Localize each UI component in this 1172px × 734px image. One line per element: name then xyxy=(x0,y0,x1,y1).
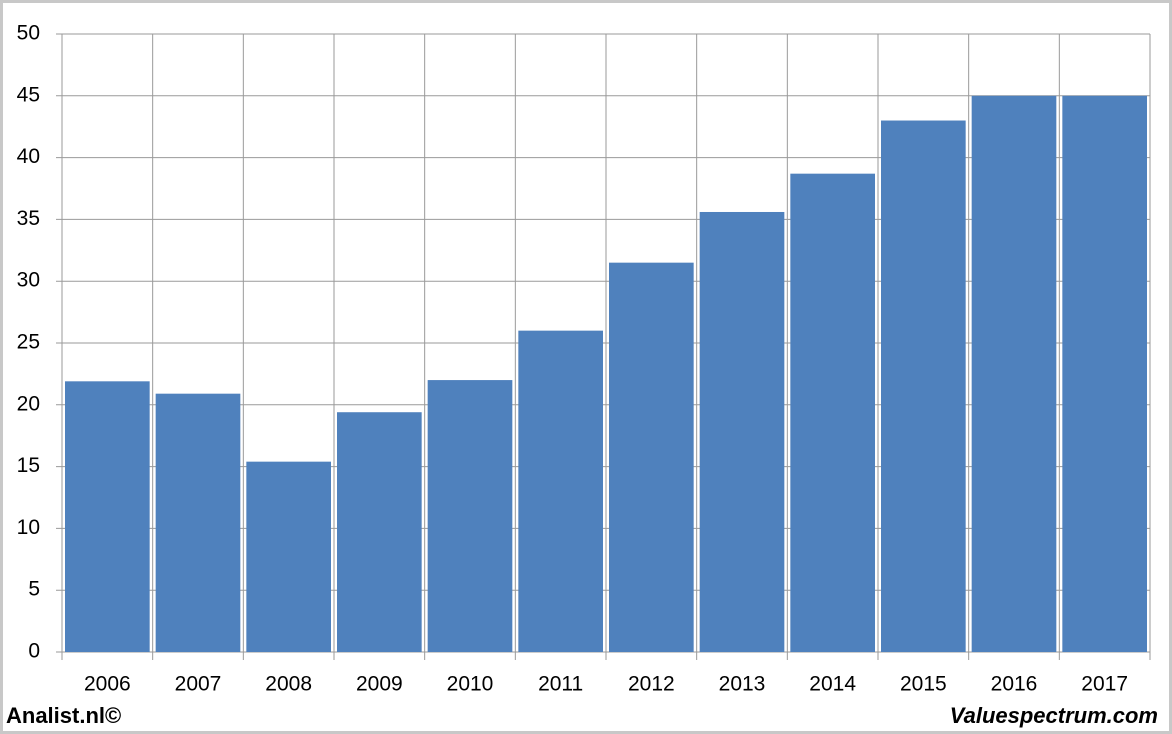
x-tick-label: 2013 xyxy=(719,673,766,696)
bar xyxy=(155,393,241,652)
bar xyxy=(246,461,331,652)
bar xyxy=(65,381,150,652)
y-tick-label: 30 xyxy=(17,269,40,292)
y-tick-label: 45 xyxy=(17,83,40,106)
x-tick-label: 2015 xyxy=(900,673,947,696)
bar xyxy=(699,211,785,652)
x-tick-label: 2006 xyxy=(84,673,131,696)
x-tick-label: 2009 xyxy=(356,673,403,696)
footer-left: Analist.nl© xyxy=(6,703,121,728)
y-tick-label: 20 xyxy=(17,392,40,415)
bar xyxy=(609,262,694,652)
y-tick-label: 0 xyxy=(28,640,40,663)
y-tick-label: 10 xyxy=(17,516,40,539)
bar xyxy=(427,380,513,652)
x-tick-label: 2008 xyxy=(265,673,312,696)
bar xyxy=(790,173,875,652)
x-tick-label: 2011 xyxy=(538,673,583,696)
y-tick-label: 15 xyxy=(17,454,40,477)
footer-right: Valuespectrum.com xyxy=(950,703,1158,728)
bar xyxy=(518,330,603,652)
bar xyxy=(971,95,1057,653)
y-tick-label: 50 xyxy=(17,22,40,45)
x-tick-label: 2007 xyxy=(175,673,222,696)
bar xyxy=(337,412,422,652)
x-tick-label: 2016 xyxy=(991,673,1038,696)
bar xyxy=(881,120,966,652)
x-tick-label: 2014 xyxy=(809,673,856,696)
y-tick-label: 5 xyxy=(28,578,40,601)
x-tick-label: 2012 xyxy=(628,673,675,696)
x-tick-label: 2017 xyxy=(1081,673,1128,696)
x-tick-label: 2010 xyxy=(447,673,494,696)
y-tick-label: 40 xyxy=(17,145,40,168)
bar xyxy=(1062,95,1147,653)
y-tick-label: 35 xyxy=(17,207,40,230)
y-tick-label: 25 xyxy=(17,331,40,354)
